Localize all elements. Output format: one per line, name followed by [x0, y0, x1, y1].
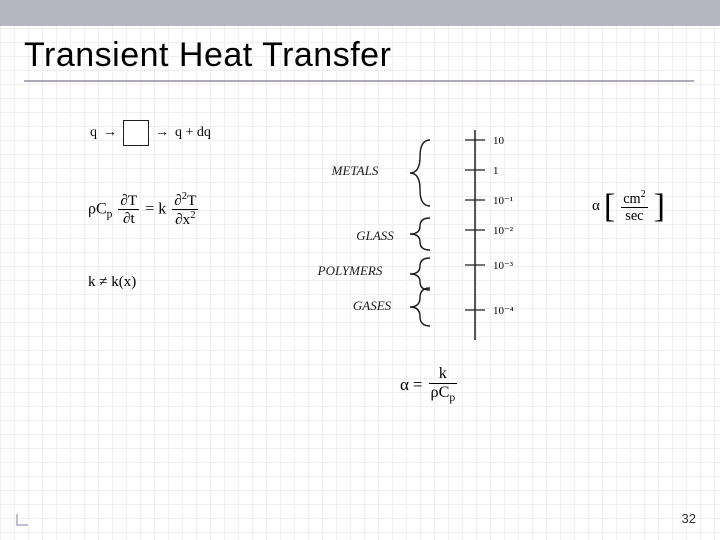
scale-tick-label: 10⁻² — [493, 225, 514, 237]
scale-tick-label: 10 — [493, 135, 505, 147]
category-label: METALS — [331, 163, 379, 178]
alpha-symbol: α — [592, 198, 600, 215]
k-constraint: k ≠ k(x) — [88, 274, 136, 291]
category-label: POLYMERS — [317, 263, 383, 278]
category-brace-icon — [410, 288, 430, 326]
scale-tick-label: 10⁻³ — [493, 260, 514, 272]
heat-balance-diagram: q → → q + dq — [90, 120, 290, 146]
slide-header-bar — [0, 0, 720, 26]
equals: = — [413, 375, 423, 395]
scale-tick-label: 1 — [493, 165, 499, 177]
alpha-symbol: α — [400, 375, 409, 395]
Cp-C: C — [96, 200, 107, 217]
slide-title: Transient Heat Transfer — [24, 36, 391, 75]
control-volume-box — [123, 120, 149, 146]
equals: = — [145, 200, 154, 217]
diffusivity-scale: 10 1 10⁻¹ 10⁻² 10⁻³ 10⁻⁴ METALS GLASS POLYMERS G… — [300, 105, 560, 365]
arrow-in-icon: → — [103, 125, 117, 141]
k: k — [158, 200, 166, 217]
scale-svg: 10 1 10⁻¹ 10⁻² 10⁻³ 10⁻⁴ METALS GLASS POLYMERS G… — [300, 105, 560, 365]
category-brace-icon — [410, 218, 430, 250]
q-out-label: q + dq — [175, 125, 211, 141]
q-in-label: q — [90, 125, 97, 141]
scale-ticks-group: 10 1 10⁻¹ 10⁻² 10⁻³ 10⁻⁴ — [465, 135, 514, 317]
bracket-right-icon: ] — [654, 195, 665, 219]
scale-tick-label: 10⁻⁴ — [493, 305, 514, 317]
alpha-definition: α = k ρCp — [400, 366, 459, 404]
dT-dt: ∂T ∂t — [118, 193, 139, 226]
arrow-out-icon: → — [155, 125, 169, 141]
Cp-p: p — [107, 209, 113, 221]
bracket-left-icon: [ — [604, 195, 615, 219]
rho: ρ — [88, 200, 96, 217]
category-label: GASES — [353, 298, 392, 313]
category-brace-icon — [410, 258, 430, 290]
alpha-units: α [ cm2 sec ] — [592, 190, 665, 223]
d2T-dx2: ∂2T ∂x2 — [172, 192, 198, 228]
category-brace-icon — [410, 140, 430, 206]
corner-decoration-icon — [16, 514, 28, 526]
alpha-fraction: k ρCp — [429, 366, 458, 404]
page-number: 32 — [682, 511, 696, 526]
units-fraction: cm2 sec — [621, 190, 647, 223]
heat-equation-pde: ρCp ∂T ∂t = k ∂2T ∂x2 — [88, 192, 200, 228]
category-label: GLASS — [356, 228, 394, 243]
scale-categories-group: METALS GLASS POLYMERS GASES — [317, 140, 430, 326]
title-underline — [24, 80, 694, 82]
scale-tick-label: 10⁻¹ — [493, 195, 513, 207]
